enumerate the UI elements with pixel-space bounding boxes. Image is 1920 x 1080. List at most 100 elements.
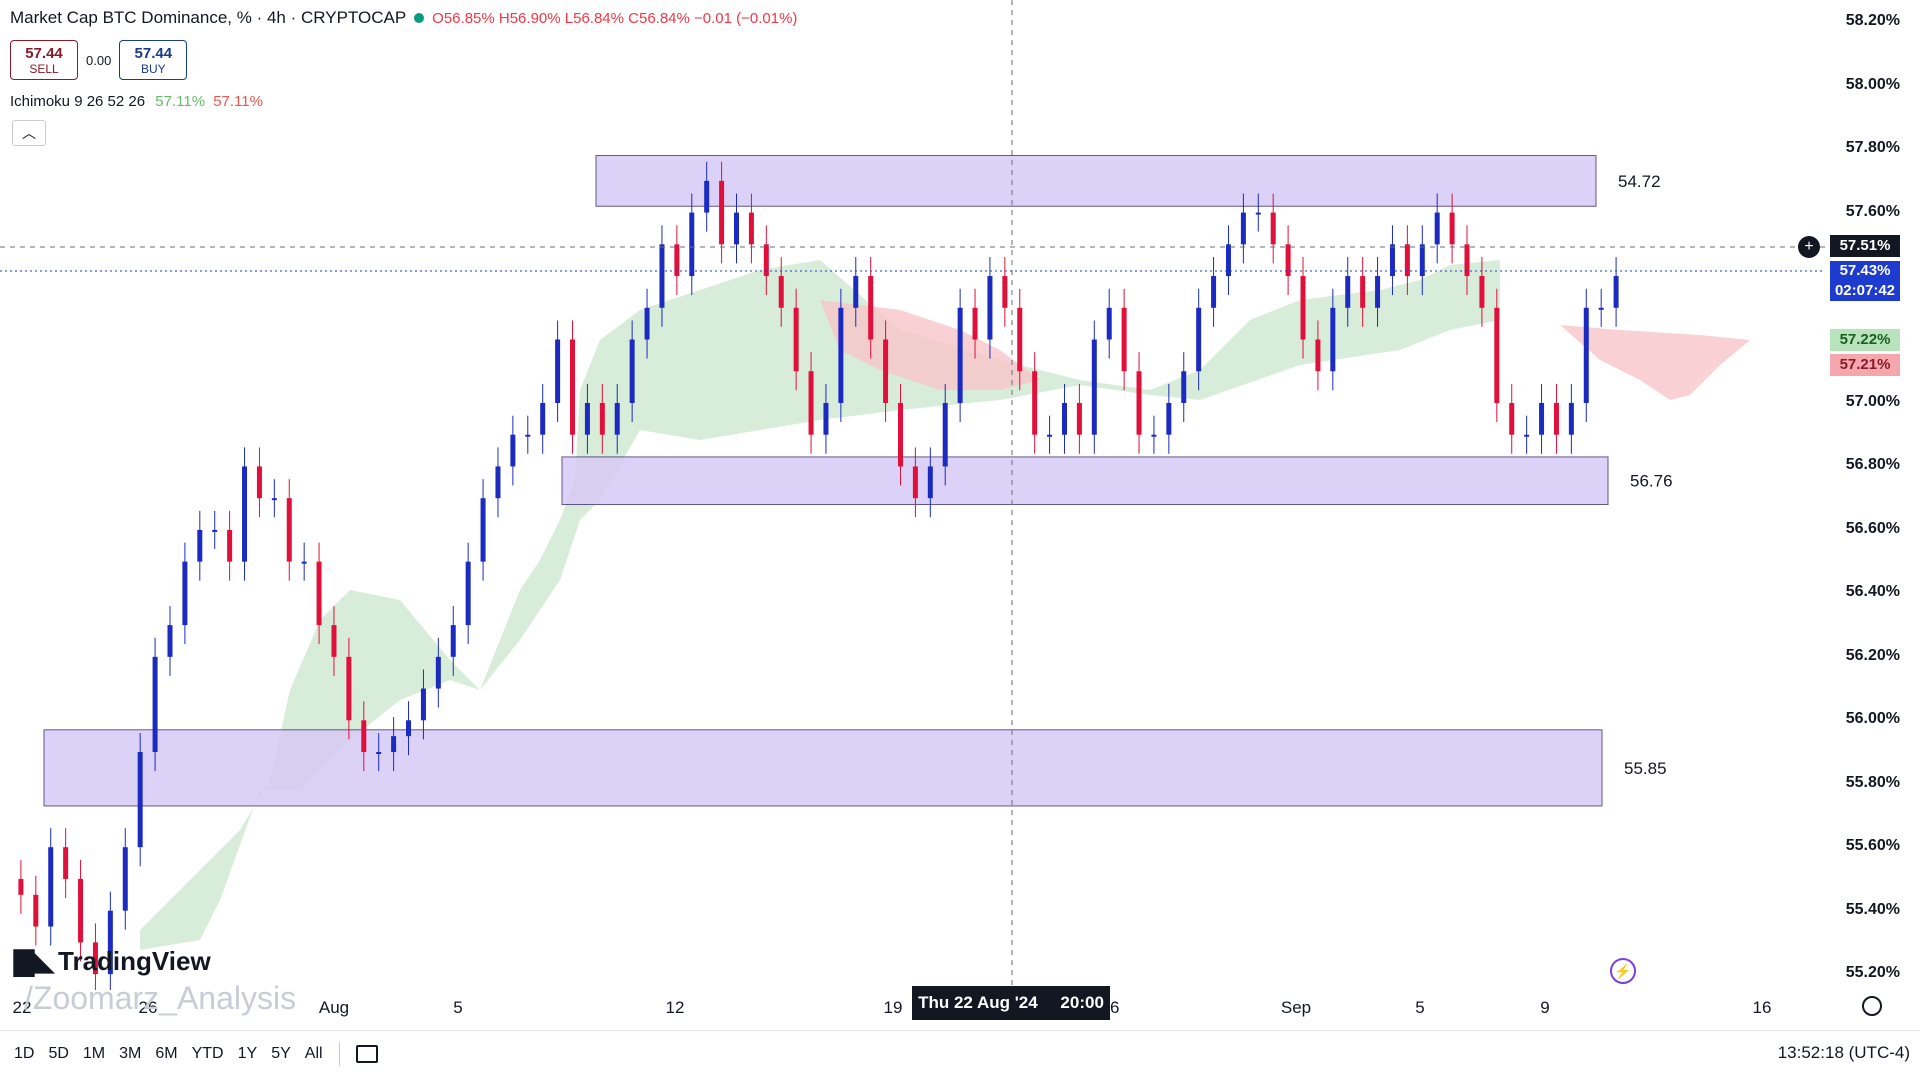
date-range-calendar-icon[interactable]	[355, 1044, 378, 1063]
y-tick-label: 58.00%	[1845, 75, 1900, 93]
candle-body	[1166, 402, 1172, 435]
span-a-tag: 57.22%	[1830, 329, 1900, 351]
buy-button[interactable]: 57.44 BUY	[119, 40, 188, 80]
trade-box: 57.44 SELL 0.00 57.44 BUY	[10, 40, 188, 80]
x-tick-label: 16	[1752, 998, 1772, 1017]
candle-body	[942, 402, 948, 467]
candle-body	[1330, 307, 1336, 372]
support-resistance-zone	[43, 729, 1603, 807]
candle-body	[1047, 434, 1053, 437]
bottom-toolbar: 1D 5D 1M 3M 6M YTD 1Y 5Y All 13:52:18 (UTC-4)	[0, 1030, 1920, 1076]
candle-body	[1106, 307, 1112, 340]
candle-body	[927, 466, 933, 499]
y-tick-label: 56.60%	[1845, 519, 1900, 537]
x-tick-label: 19	[883, 998, 903, 1017]
sell-button[interactable]: 57.44 SELL	[10, 40, 78, 80]
x-tick-label: 12	[665, 998, 685, 1017]
candle-body	[450, 625, 456, 657]
candle-body	[107, 910, 113, 975]
candle-body	[1479, 276, 1485, 308]
range-button-1m[interactable]: 1M	[82, 1044, 106, 1062]
candle-body	[1345, 276, 1351, 308]
candle-body	[674, 244, 680, 277]
candle-body	[391, 736, 397, 753]
x-tick-label: 26	[138, 998, 158, 1017]
candle-body	[406, 720, 412, 737]
range-button-5y[interactable]: 5Y	[271, 1044, 291, 1062]
add-alert-icon[interactable]: +	[1798, 236, 1820, 258]
tv-logo-text: TradingView	[58, 946, 211, 976]
price-axis[interactable]: 58.20%58.00%57.80%57.60%57.40%57.20%57.0…	[1825, 0, 1920, 1000]
range-button-6m[interactable]: 6M	[155, 1044, 178, 1062]
indicator-name: Ichimoku 9 26 52 26	[10, 93, 146, 110]
candle-body	[1240, 212, 1246, 245]
y-tick-label: 58.20%	[1845, 12, 1900, 30]
candle-body	[1449, 212, 1455, 245]
candle-body	[316, 561, 322, 626]
symbol-title[interactable]: Market Cap BTC Dominance, % · 4h · CRYPT…	[10, 8, 407, 27]
candle-body	[420, 688, 426, 721]
y-tick-label: 57.00%	[1845, 392, 1900, 410]
timezone-clock[interactable]: 13:52:18 (UTC-4)	[1777, 1043, 1910, 1062]
candle-body	[346, 656, 352, 721]
candle-body	[1121, 307, 1127, 372]
candle-body	[1360, 276, 1366, 308]
market-status-icon	[414, 13, 425, 23]
candle-body	[495, 466, 501, 499]
candle-body	[1464, 244, 1470, 277]
candle-body	[1419, 244, 1425, 277]
candle-body	[748, 212, 754, 245]
ichimoku-cloud-bear-future	[1560, 325, 1750, 400]
lightning-icon[interactable]: ⚡	[1610, 958, 1636, 984]
range-button-1d[interactable]: 1D	[14, 1044, 35, 1062]
settings-gear-icon[interactable]	[1862, 996, 1882, 1016]
time-axis[interactable]: 22 26 Aug 5 12 19 26 Sep 5 9 16	[0, 990, 1825, 1026]
candle-body	[212, 529, 218, 532]
candle-body	[599, 402, 605, 435]
y-tick-label: 55.40%	[1845, 900, 1900, 918]
indicator-legend[interactable]: Ichimoku 9 26 52 26 57.11% 57.11%	[10, 93, 263, 110]
candle-body	[793, 307, 799, 372]
candle-body	[838, 307, 844, 403]
candle-body	[361, 720, 367, 753]
chevron-up-icon[interactable]: ︿	[12, 120, 46, 146]
range-button-all[interactable]: All	[304, 1044, 323, 1062]
range-button-ytd[interactable]: YTD	[191, 1044, 224, 1062]
candle-body	[1270, 212, 1276, 245]
candle-body	[1196, 307, 1202, 372]
buy-price: 57.44	[134, 44, 173, 62]
range-button-1y[interactable]: 1Y	[237, 1044, 258, 1062]
y-tick-label: 55.60%	[1845, 837, 1900, 855]
range-button-5d[interactable]: 5D	[48, 1044, 69, 1062]
candle-body	[1613, 276, 1619, 308]
zone-label: 54.72	[1618, 172, 1661, 191]
range-button-3m[interactable]: 3M	[119, 1044, 142, 1062]
candle-body	[1285, 244, 1291, 277]
candle-body	[271, 498, 277, 501]
spread-value: 0.00	[86, 52, 112, 68]
candle-body	[1032, 371, 1038, 435]
last-price-tag: 57.43%	[1830, 261, 1900, 281]
candle-body	[1494, 307, 1500, 403]
separator	[338, 1041, 340, 1066]
y-tick-label: 55.20%	[1845, 964, 1900, 982]
candle-body	[1583, 307, 1589, 403]
candle-body	[987, 276, 993, 340]
candle-body	[1389, 244, 1395, 277]
candle-body	[823, 402, 829, 435]
candle-body	[614, 402, 620, 435]
candle-body	[912, 466, 918, 499]
candle-body	[1151, 434, 1157, 437]
candle-body	[465, 561, 471, 626]
candle-body	[1255, 212, 1261, 215]
candle-body	[704, 180, 710, 213]
candle-body	[1598, 307, 1604, 310]
x-tick-label: 22	[12, 998, 32, 1017]
ichimoku-cloud-bear	[820, 300, 1040, 390]
chart-area[interactable]: 54.72 56.76 55.85	[0, 0, 1825, 994]
candle-body	[227, 529, 233, 562]
candle-body	[435, 656, 441, 689]
zone-label: 56.76	[1630, 472, 1673, 491]
candle-body	[555, 339, 561, 403]
price-chart[interactable]: 54.72 56.76 55.85	[0, 0, 1825, 994]
